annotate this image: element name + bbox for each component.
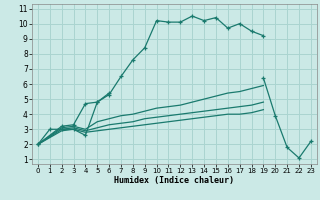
X-axis label: Humidex (Indice chaleur): Humidex (Indice chaleur) [115, 176, 234, 185]
